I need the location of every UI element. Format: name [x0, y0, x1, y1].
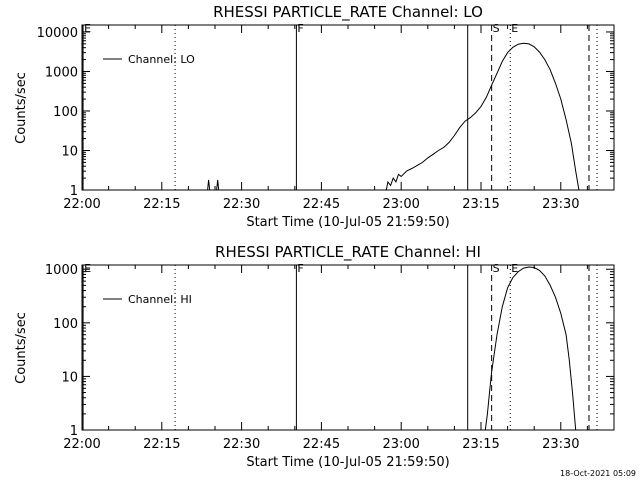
- x-tick-label: 22:00: [63, 437, 100, 452]
- x-tick-label: 23:30: [542, 197, 579, 212]
- chart-panel-lo: RHESSI PARTICLE_RATE Channel: LO Counts/…: [14, 3, 615, 230]
- event-marker-label: F: [297, 262, 303, 275]
- chart-title: RHESSI PARTICLE_RATE Channel: HI: [215, 243, 481, 262]
- series-line: [385, 42, 580, 191]
- series-line: [484, 266, 577, 431]
- y-axis-label: Counts/sec: [14, 72, 29, 144]
- y-tick-label: 10000: [37, 26, 78, 41]
- x-axis-label: Start Time (10-Jul-05 21:59:50): [246, 215, 449, 230]
- plot-frame: [81, 24, 615, 191]
- legend-entry: Channel: HI: [128, 293, 192, 306]
- x-tick-label: 23:00: [382, 197, 419, 212]
- legend: Channel: HI: [103, 293, 192, 306]
- x-tick-label: 22:30: [223, 437, 260, 452]
- y-tick-label: 10: [61, 144, 78, 159]
- legend: Channel: LO: [103, 53, 195, 66]
- x-tick-label: 23:15: [462, 197, 499, 212]
- x-tick-label: 22:45: [303, 437, 340, 452]
- x-tick-label: 23:00: [382, 437, 419, 452]
- event-marker-label: E: [84, 262, 91, 275]
- y-tick-label: 100: [53, 105, 78, 120]
- event-marker-label: S: [493, 22, 500, 35]
- x-tick-label: 22:00: [63, 197, 100, 212]
- x-axis-label: Start Time (10-Jul-05 21:59:50): [246, 455, 449, 470]
- y-tick-label: 1: [70, 184, 78, 199]
- x-tick-label: 22:15: [143, 437, 180, 452]
- y-tick-label: 10: [61, 370, 78, 385]
- y-tick-label: 1: [70, 424, 78, 439]
- x-tick-label: 22:15: [143, 197, 180, 212]
- x-tick-label: 22:45: [303, 197, 340, 212]
- y-axis-label: Counts/sec: [14, 312, 29, 384]
- x-tick-label: 23:30: [542, 437, 579, 452]
- y-tick-label: 1000: [45, 65, 78, 80]
- chart-title: RHESSI PARTICLE_RATE Channel: LO: [213, 3, 483, 22]
- y-tick-label: 100: [53, 317, 78, 332]
- timestamp: 18-Oct-2021 05:09: [560, 469, 636, 478]
- event-marker-label: E: [511, 22, 518, 35]
- legend-entry: Channel: LO: [128, 53, 195, 66]
- event-marker-label: F: [297, 22, 303, 35]
- event-marker-label: E: [511, 262, 518, 275]
- event-marker-label: S: [493, 262, 500, 275]
- y-tick-label: 1000: [45, 263, 78, 278]
- chart-panel-hi: RHESSI PARTICLE_RATE Channel: HI Counts/…: [14, 243, 615, 470]
- x-tick-label: 23:15: [462, 437, 499, 452]
- series-line: [216, 179, 220, 191]
- plot-frame: [81, 264, 615, 431]
- series-line: [207, 179, 211, 191]
- event-marker-label: E: [84, 22, 91, 35]
- x-tick-label: 22:30: [223, 197, 260, 212]
